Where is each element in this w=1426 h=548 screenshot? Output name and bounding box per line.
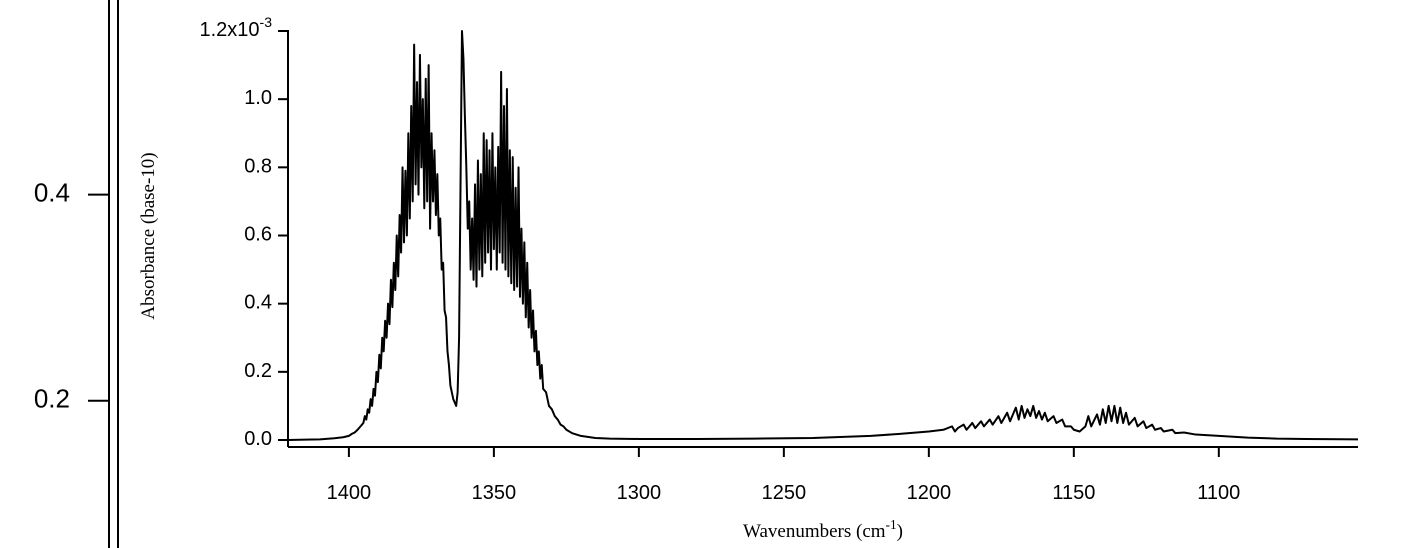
x-tick-label: 1350: [472, 482, 517, 504]
y-tick-label: 0.0: [244, 428, 272, 450]
x-tick-label: 1400: [327, 482, 372, 504]
y-tick-label: 0.2: [244, 360, 272, 382]
y-tick-label: 1.0: [244, 87, 272, 109]
x-tick-label: 1250: [762, 482, 807, 504]
spectrum-line: [287, 30, 1359, 441]
y-tick-label: 0.6: [244, 224, 272, 246]
x-tick-label: 1300: [617, 482, 662, 504]
x-axis-label: Wavenumbers (cm-1): [743, 517, 903, 543]
x-tick-label: 1200: [907, 482, 952, 504]
y-tick-label: 0.2: [34, 384, 70, 414]
y-tick-label: 0.8: [244, 156, 272, 178]
y-tick-label: 0.4: [244, 292, 272, 314]
x-tick-label: 1100: [1197, 482, 1240, 504]
y-axis-label: Absorbance (base-10): [138, 152, 159, 319]
x-tick-label: 1150: [1052, 482, 1095, 504]
y-tick-label: 0.4: [34, 178, 70, 208]
y-tick-label: 1.2x10-3: [199, 14, 272, 42]
